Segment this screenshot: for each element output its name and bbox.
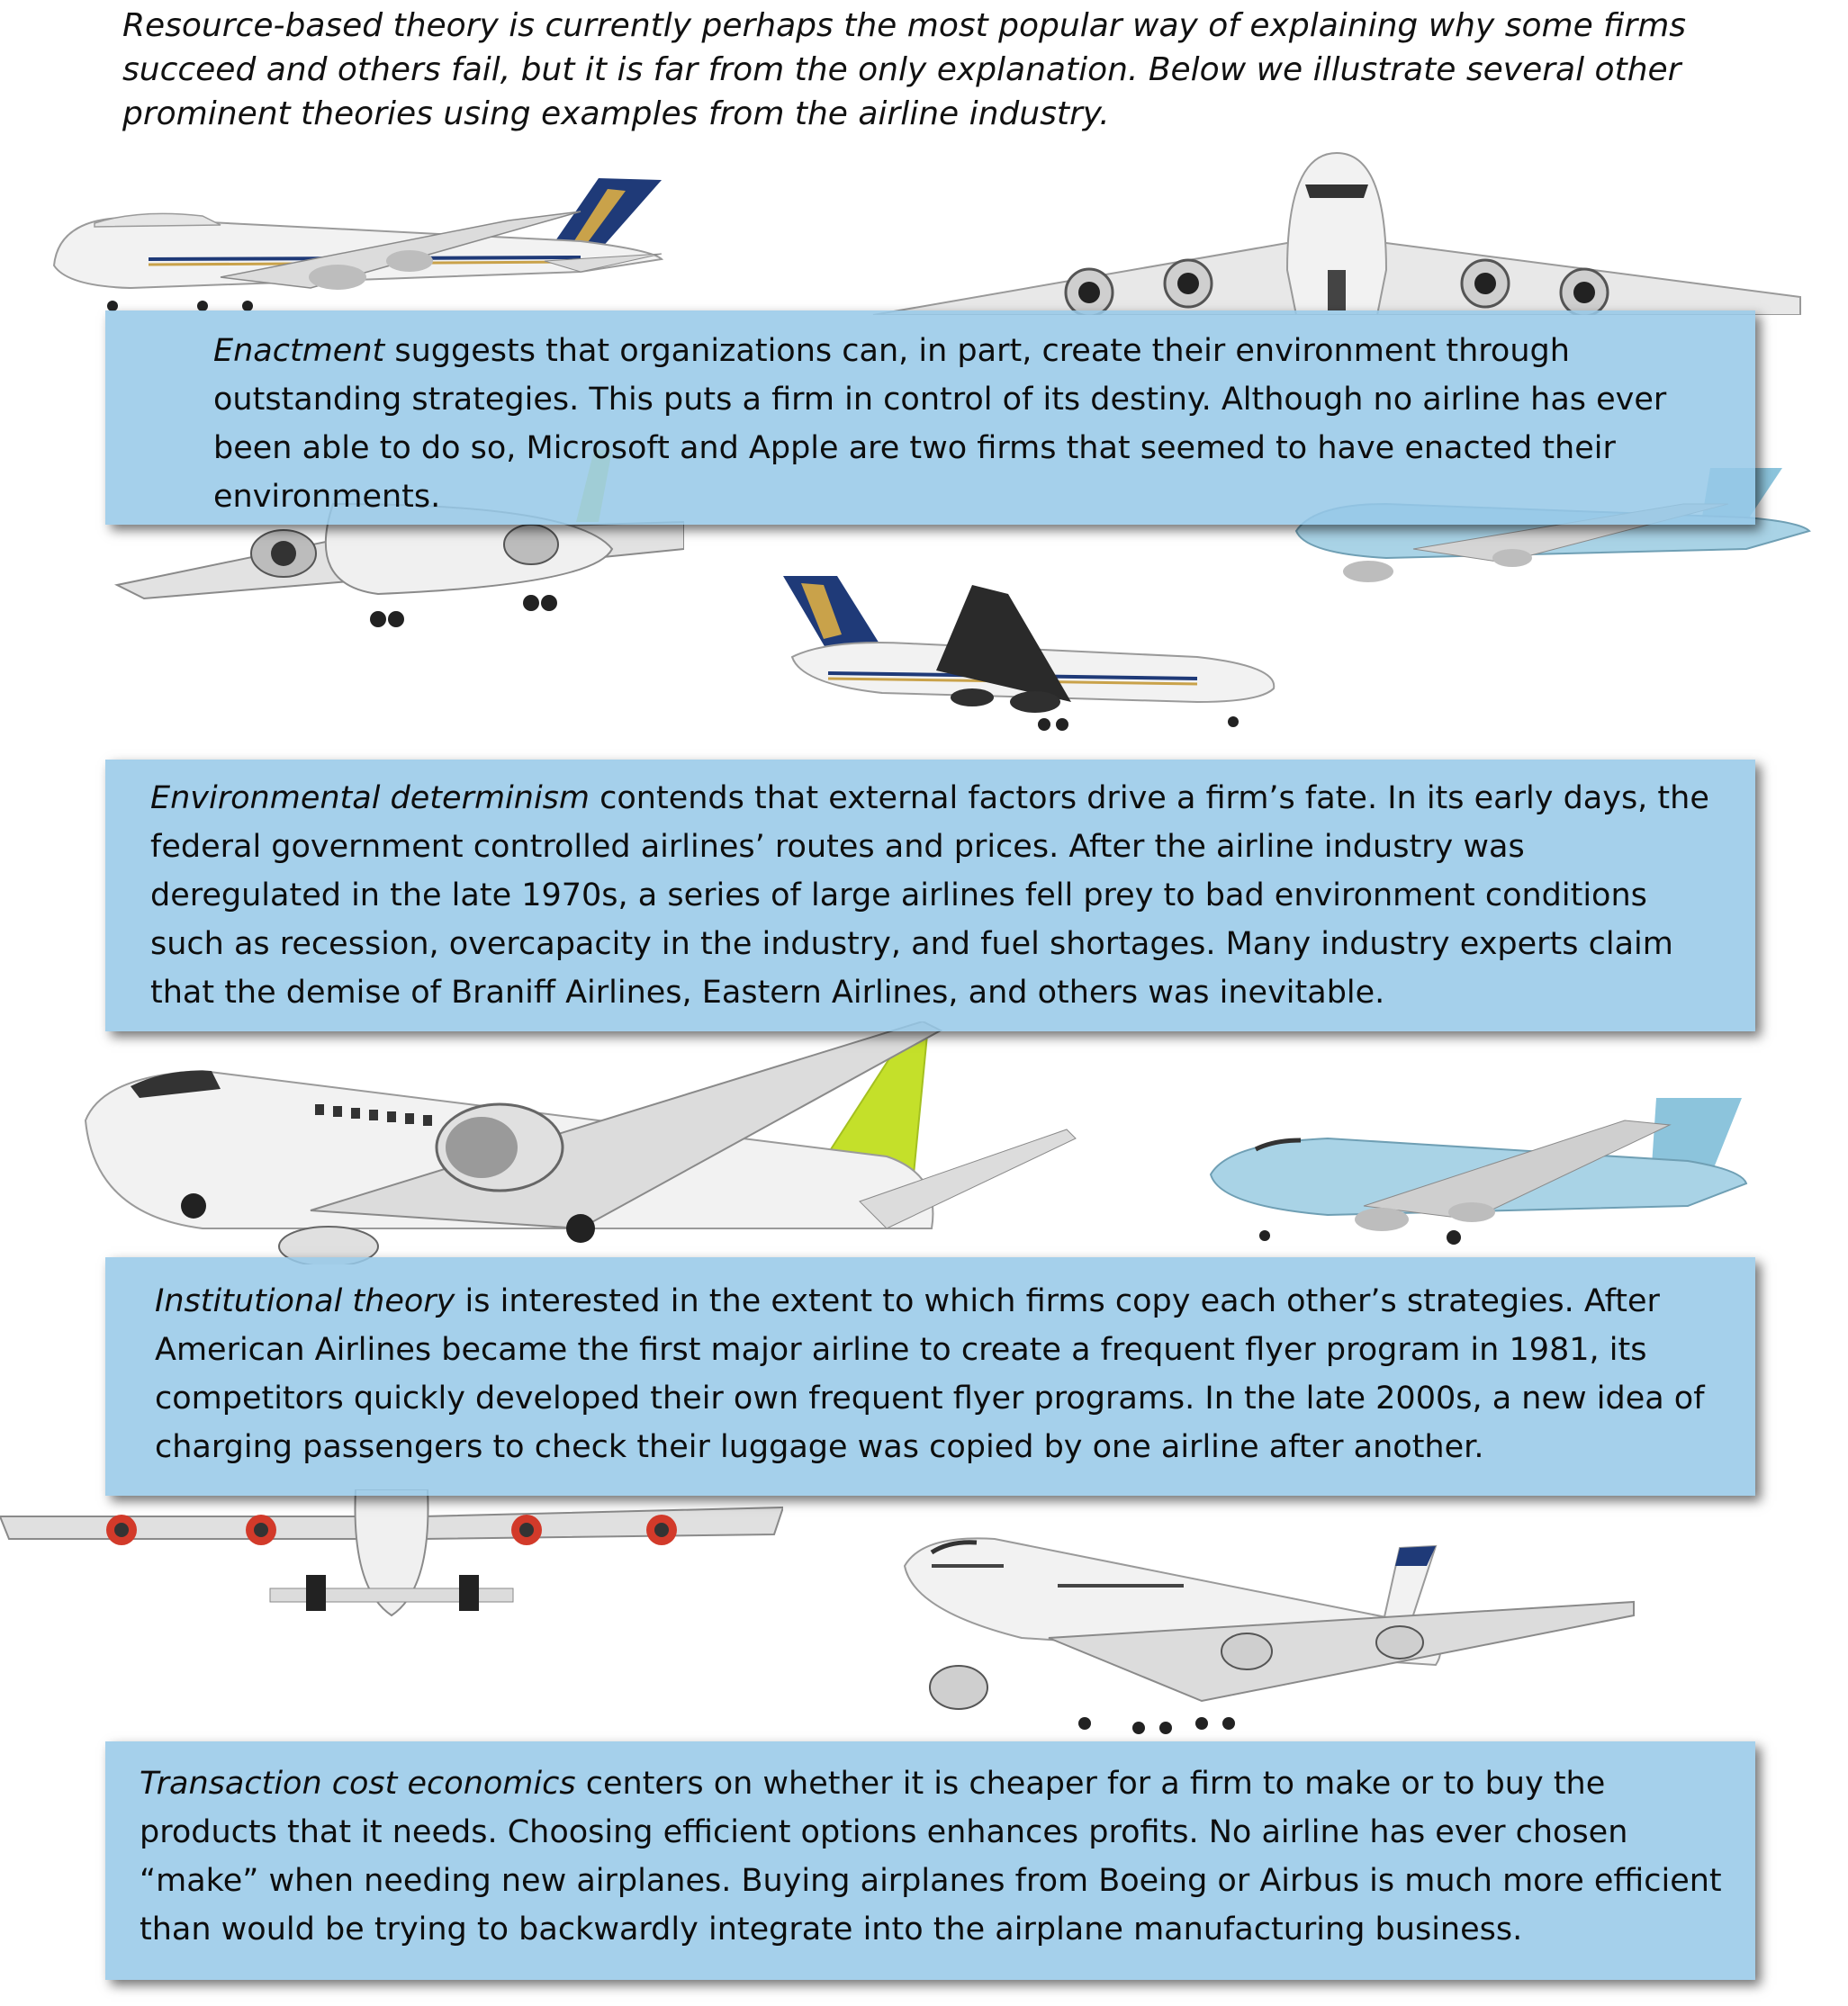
theory-box-transaction-cost-economics: Transaction cost economics centers on wh… <box>105 1741 1755 1980</box>
theory-description: suggests that organizations can, in part… <box>213 333 1667 515</box>
theory-description: contends that external factors drive a f… <box>150 780 1709 1011</box>
airplane-image <box>77 1021 1080 1264</box>
airplane-image <box>41 171 671 319</box>
theory-box-institutional-theory: Institutional theory is interested in th… <box>105 1257 1755 1496</box>
theory-box-enactment: Enactment suggests that organizations ca… <box>105 310 1755 525</box>
intro-paragraph: Resource-based theory is currently perha… <box>122 7 1687 132</box>
airplane-image <box>896 1530 1643 1746</box>
theory-term: Enactment <box>213 333 385 369</box>
airplane-image <box>774 567 1287 738</box>
theory-term: Environmental determinism <box>150 780 590 816</box>
theory-term: Transaction cost economics <box>140 1766 576 1802</box>
airplane-image <box>864 135 1809 315</box>
airplane-image <box>1202 1093 1751 1246</box>
theory-term: Institutional theory <box>155 1283 455 1319</box>
theory-box-environmental-determinism: Environmental determinism contends that … <box>105 760 1755 1031</box>
theory-description: is interested in the extent to which fir… <box>155 1283 1705 1465</box>
theory-description: centers on whether it is cheaper for a f… <box>140 1766 1722 1948</box>
airplane-image <box>0 1489 783 1624</box>
